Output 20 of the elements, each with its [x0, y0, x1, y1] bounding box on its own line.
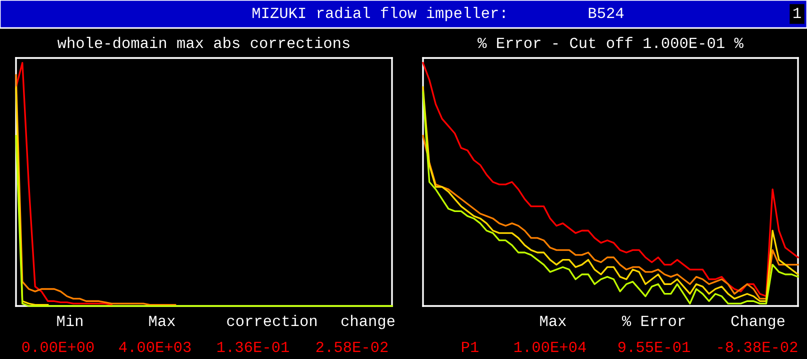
- text: Min: [57, 314, 82, 326]
- text: 4.00E+03: [119, 342, 191, 352]
- text: Change: [731, 314, 784, 330]
- text: MIZUKI radial flow impeller:: [252, 6, 505, 22]
- text: -8.38E-02: [718, 342, 798, 352]
- text: correction: [227, 314, 316, 326]
- text: 0.00E+00: [22, 342, 94, 352]
- chart-title: % Error - Cut off 1.000E-01 %: [478, 36, 744, 48]
- text: change: [341, 314, 394, 330]
- text: % Error: [622, 316, 685, 326]
- text: Max: [149, 316, 176, 326]
- text: 2.58E-02: [316, 342, 388, 352]
- chart-title: whole-domain max abs corrections: [57, 36, 350, 48]
- text: 9.55E-01: [618, 342, 690, 352]
- text: 1.00E+04: [514, 342, 586, 352]
- text: 1: [794, 8, 801, 18]
- text: Max: [540, 316, 566, 326]
- text: B524: [588, 8, 624, 18]
- text: P1: [462, 342, 478, 352]
- text: 1.36E-01: [217, 342, 289, 352]
